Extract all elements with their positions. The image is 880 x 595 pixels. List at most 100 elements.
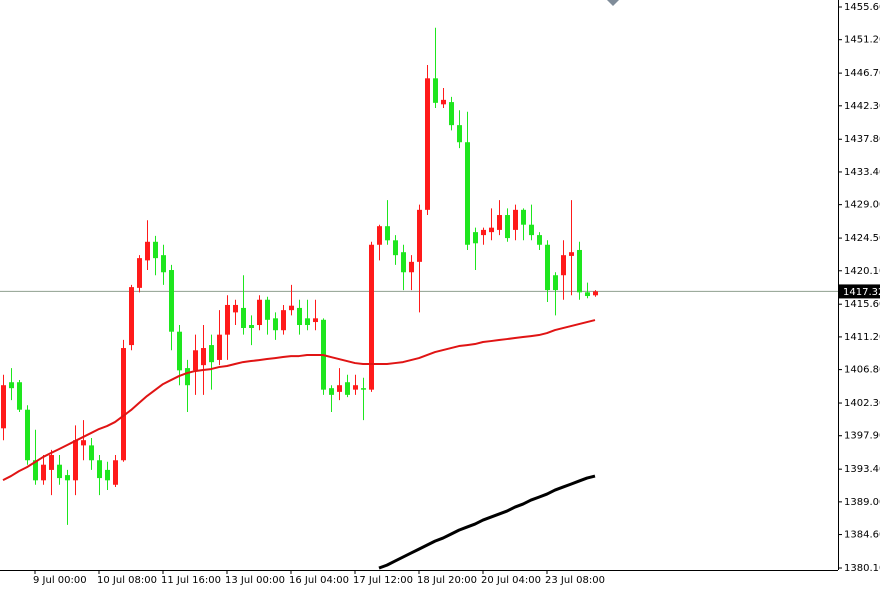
candle-body	[401, 252, 406, 273]
x-tick-label: 11 Jul 16:00	[161, 575, 221, 586]
candle-body	[153, 241, 158, 259]
y-tick-label: 1380.10	[844, 563, 880, 574]
scroll-marker	[607, 0, 619, 6]
candle-body	[441, 99, 446, 105]
candle-body	[281, 310, 286, 331]
candle-body	[433, 78, 438, 103]
candle-body	[97, 460, 102, 479]
candle-body	[369, 244, 374, 390]
candle-body	[193, 350, 198, 371]
candle-body	[561, 255, 566, 276]
candle-body	[537, 235, 542, 245]
x-tick-label: 9 Jul 00:00	[33, 575, 87, 586]
candle-body	[305, 318, 310, 326]
y-tick-label: 1402.30	[844, 398, 880, 409]
candle-body	[545, 244, 550, 291]
y-tick-label: 1424.50	[844, 233, 880, 244]
y-tick-label: 1429.00	[844, 200, 880, 211]
candle-body	[425, 78, 430, 210]
candle-body	[593, 291, 598, 296]
candle-body	[449, 102, 454, 126]
y-tick-label: 1393.40	[844, 464, 880, 475]
candle-body	[489, 227, 494, 233]
price-tag	[839, 284, 880, 299]
candle-body	[129, 287, 134, 346]
y-tick-label: 1420.10	[844, 266, 880, 277]
candle-body	[41, 464, 46, 481]
y-tick-label: 1384.60	[844, 530, 880, 541]
candle-body	[393, 240, 398, 256]
candle-body	[505, 215, 510, 239]
candle-body	[17, 382, 22, 410]
moving-average-line	[378, 474, 596, 570]
axes: 1455.60 1451.20 1446.70 1442.30 1437.80 1433.…	[33, 2, 880, 586]
candle-body	[73, 440, 78, 481]
candle-body	[385, 226, 390, 241]
candle-body	[553, 275, 558, 291]
candle-body	[145, 241, 150, 261]
candle-body	[361, 388, 366, 390]
candle-body	[241, 307, 246, 328]
candle-body	[65, 475, 70, 481]
candle-body	[33, 460, 38, 481]
y-tick-label: 1455.60	[844, 2, 880, 13]
candle-body	[273, 318, 278, 331]
plot-area	[0, 27, 838, 570]
x-tick-label: 20 Jul 04:00	[481, 575, 541, 586]
candle-body	[57, 464, 62, 479]
y-tick-label: 1397.90	[844, 431, 880, 442]
x-tick-label: 13 Jul 00:00	[225, 575, 285, 586]
y-tick-label: 1437.80	[844, 134, 880, 145]
candle-body	[89, 445, 94, 461]
y-tick-label: 1415.60	[844, 299, 880, 310]
price-tag-label: 1417.32	[843, 287, 880, 298]
x-tick-label: 16 Jul 04:00	[289, 575, 349, 586]
candle-body	[185, 368, 190, 386]
y-tick-label: 1389.00	[844, 497, 880, 508]
moving-average-line	[2, 319, 596, 481]
candle-body	[417, 209, 422, 262]
candle-body	[201, 348, 206, 366]
y-tick-label: 1451.20	[844, 35, 880, 46]
x-tick-label: 17 Jul 12:00	[353, 575, 413, 586]
candle-body	[265, 299, 270, 320]
y-tick-label: 1442.30	[844, 101, 880, 112]
candle-body	[297, 307, 302, 326]
candle-body	[377, 226, 382, 245]
candle-body	[177, 331, 182, 371]
candle-body	[225, 304, 230, 335]
candle-body	[521, 209, 526, 225]
y-tick-label: 1406.80	[844, 365, 880, 376]
candle-body	[577, 249, 582, 293]
candle-body	[457, 125, 462, 143]
candle-body	[257, 299, 262, 326]
candle-body	[49, 455, 54, 470]
candle-body	[25, 409, 30, 461]
candle-body	[409, 261, 414, 273]
candle-body	[217, 334, 222, 360]
y-tick-label: 1411.20	[844, 332, 880, 343]
candle-body	[465, 142, 470, 245]
candle-body	[569, 252, 574, 256]
candle-body	[113, 460, 118, 485]
candle-body	[249, 325, 254, 328]
candle-body	[137, 258, 142, 288]
candle-body	[233, 304, 238, 313]
candle-body	[169, 270, 174, 332]
x-tick-label: 23 Jul 08:00	[545, 575, 605, 586]
candle-body	[161, 255, 166, 273]
candle-body	[481, 229, 486, 236]
candle-body	[353, 385, 358, 390]
candle-body	[529, 224, 534, 236]
candle-body	[345, 382, 350, 395]
candle-body	[473, 232, 478, 244]
candle-body	[121, 348, 126, 461]
x-tick-label: 10 Jul 08:00	[97, 575, 157, 586]
candle-body	[289, 305, 294, 311]
candle-body	[105, 469, 110, 481]
candle-body	[1, 385, 6, 429]
x-tick-label: 18 Jul 20:00	[417, 575, 477, 586]
candle-body	[337, 385, 342, 392]
candle-body	[513, 209, 518, 230]
